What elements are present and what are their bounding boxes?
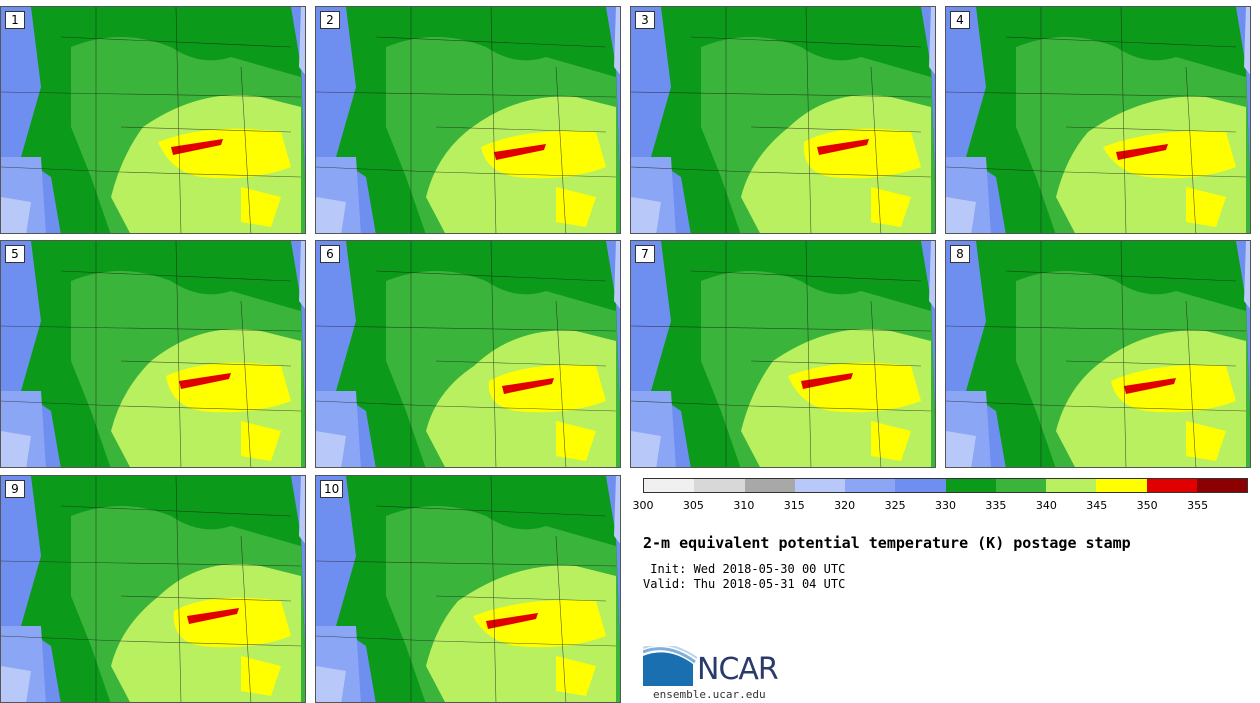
logo-url: ensemble.ucar.edu [653,688,766,701]
map-panel-4: 4 [945,6,1251,234]
color-bar-segment [644,479,695,492]
theta-e-map [1,7,305,233]
theta-e-map [1,241,305,467]
color-bar-tick: 330 [935,499,956,512]
color-bar-segment [895,479,946,492]
color-bar-segment [845,479,896,492]
panel-number: 3 [635,11,655,29]
color-bar-segment [1196,479,1247,492]
map-panel-5: 5 [0,240,306,468]
color-bar-segment [945,479,996,492]
map-panel-6: 6 [315,240,621,468]
color-bar-tick: 340 [1035,499,1057,512]
figure-title: 2-m equivalent potential temperature (K)… [643,534,1131,552]
theta-e-map [631,241,935,467]
color-bar-segment [744,479,795,492]
map-panel-9: 9 [0,475,306,703]
time-info: Init: Wed 2018-05-30 00 UTC Valid: Thu 2… [643,562,845,592]
color-bar-tick: 345 [1086,499,1108,512]
panel-number: 9 [5,480,25,498]
color-bar-tick: 355 [1187,499,1209,512]
color-bar-tick: 310 [733,499,755,512]
color-bar-tick: 305 [682,499,704,512]
color-bar-segment [1146,479,1197,492]
map-panel-7: 7 [630,240,936,468]
color-bar-segment [794,479,845,492]
panel-number: 2 [320,11,340,29]
color-bar-tick: 315 [783,499,805,512]
color-bar-segment [1096,479,1147,492]
panel-number: 6 [320,245,340,263]
theta-e-map [316,476,620,702]
color-bar [643,478,1248,493]
map-panel-1: 1 [0,6,306,234]
panel-number: 5 [5,245,25,263]
theta-e-map [946,7,1250,233]
logo-name: NCAR [697,652,779,687]
theta-e-map [316,241,620,467]
color-bar-tick: 325 [884,499,906,512]
theta-e-map [316,7,620,233]
color-bar-tick: 320 [834,499,856,512]
color-bar-tick: 350 [1136,499,1158,512]
panel-number: 8 [950,245,970,263]
color-bar-segment [995,479,1046,492]
panel-number: 10 [320,480,344,498]
map-panel-8: 8 [945,240,1251,468]
panel-number: 4 [950,11,970,29]
color-bar-tick: 300 [632,499,654,512]
map-panel-10: 10 [315,475,621,703]
theta-e-map [631,7,935,233]
color-bar-ticks: 300 305 310 315 320 325 330 335 340 345 350 355 [633,499,1248,513]
init-time: Init: Wed 2018-05-30 00 UTC [643,562,846,576]
map-panel-2: 2 [315,6,621,234]
map-panel-3: 3 [630,6,936,234]
panel-number: 7 [635,245,655,263]
color-bar-segment [694,479,745,492]
panel-number: 1 [5,11,25,29]
color-bar-tick: 335 [985,499,1007,512]
ncar-logo-icon [643,646,698,686]
color-bar-segment [1046,479,1097,492]
theta-e-map [946,241,1250,467]
valid-time: Valid: Thu 2018-05-31 04 UTC [643,577,846,591]
theta-e-map [1,476,305,702]
